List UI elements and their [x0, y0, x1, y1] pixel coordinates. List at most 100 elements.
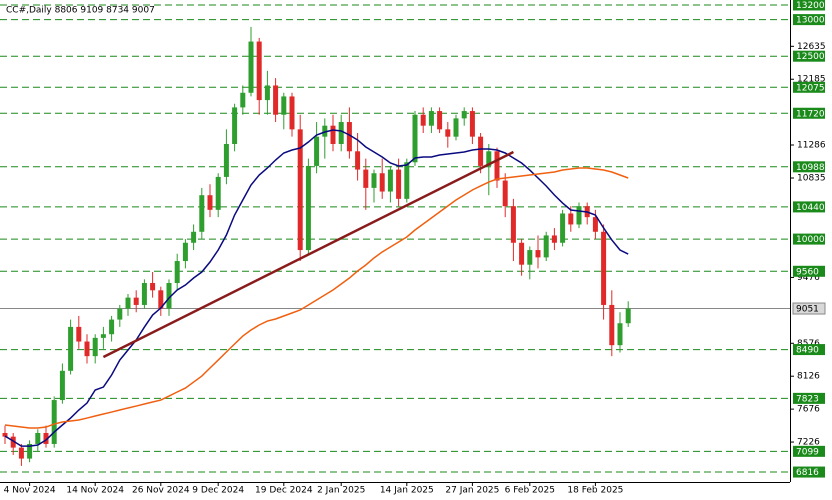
candle-body — [412, 114, 418, 163]
y-tick-label: 10835 — [797, 174, 826, 184]
candle-body — [379, 173, 385, 192]
candle-body — [502, 180, 508, 207]
candle-body — [273, 85, 279, 115]
level-box — [793, 445, 825, 457]
candle-body — [150, 282, 156, 291]
candle-body — [43, 432, 49, 444]
candle-body — [461, 111, 467, 119]
candle-body — [551, 235, 557, 243]
candle-body — [18, 447, 24, 459]
candle-body — [207, 195, 213, 210]
candle-body — [59, 370, 65, 401]
level-box — [793, 81, 825, 93]
candle-body — [346, 122, 352, 152]
level-label: 8490 — [796, 346, 819, 356]
y-tick-label: 7226 — [797, 438, 820, 448]
candle-body — [166, 282, 172, 309]
candle-body — [297, 129, 303, 251]
candle-body — [469, 111, 475, 137]
candle-body — [478, 136, 484, 166]
candle-body — [560, 213, 566, 243]
candle-body — [100, 334, 106, 338]
candle-body — [256, 41, 262, 101]
level-label: 11720 — [796, 109, 825, 119]
candle-body — [437, 111, 443, 130]
y-tick-label: 12635 — [797, 42, 826, 52]
candle-body — [84, 341, 90, 357]
candle-body — [182, 242, 188, 262]
candle-body — [592, 217, 598, 232]
candle-body — [117, 308, 123, 320]
candle-body — [617, 323, 623, 346]
candle-body — [363, 169, 369, 188]
level-label: 6816 — [796, 468, 819, 478]
candle-body — [330, 125, 336, 144]
candle-body — [141, 282, 147, 305]
candle-body — [314, 136, 320, 166]
y-tick-label: 12185 — [797, 75, 826, 85]
candle-body — [601, 231, 607, 305]
candle-body — [510, 206, 516, 243]
x-tick-label: 26 Nov 2024 — [132, 486, 190, 496]
x-tick-label: 14 Jan 2025 — [380, 486, 434, 496]
candle-body — [428, 111, 434, 126]
level-label: 10000 — [796, 235, 825, 245]
x-tick-label: 19 Dec 2024 — [255, 486, 313, 496]
candle-body — [535, 250, 541, 258]
x-tick-label: 4 Nov 2024 — [4, 486, 56, 496]
candle-body — [281, 96, 287, 115]
candle-body — [609, 304, 615, 346]
level-box — [793, 233, 825, 245]
current-price-box — [792, 302, 826, 315]
candle-body — [264, 85, 270, 101]
candle-body — [92, 337, 98, 357]
candle-body — [625, 308, 631, 324]
x-tick-label: 27 Jan 2025 — [445, 486, 499, 496]
level-label: 12075 — [796, 83, 825, 93]
level-label: 7099 — [796, 447, 819, 457]
level-box — [793, 466, 825, 478]
level-label: 10440 — [796, 203, 825, 213]
moving-average-line — [4, 129, 629, 447]
candle-body — [223, 143, 229, 177]
candle-body — [305, 165, 311, 251]
candle-body — [494, 151, 500, 181]
level-box — [793, 107, 825, 119]
level-box — [793, 14, 825, 26]
candle-body — [486, 151, 492, 166]
level-label: 12500 — [796, 52, 825, 62]
trendline — [102, 150, 514, 359]
candle-body — [109, 319, 115, 335]
x-tick-label: 18 Feb 2025 — [567, 486, 623, 496]
candle-body — [2, 432, 8, 437]
y-tick-label: 8576 — [797, 339, 820, 349]
candle-body — [191, 231, 197, 243]
candle-body — [232, 107, 238, 144]
candle-body — [68, 326, 74, 371]
x-tick-label: 9 Dec 2024 — [192, 486, 244, 496]
candle-body — [453, 118, 459, 137]
candle-body — [51, 400, 57, 444]
level-box — [793, 161, 825, 173]
candle-body — [543, 235, 549, 258]
level-label: 7823 — [796, 394, 819, 404]
candle-body — [404, 162, 410, 199]
y-tick-label: 11286 — [797, 141, 826, 151]
candle-body — [27, 443, 33, 459]
candle-body — [289, 96, 295, 130]
level-label: 13000 — [796, 16, 825, 26]
candle-body — [396, 169, 402, 199]
candle-body — [568, 213, 574, 225]
current-price-label: 9051 — [796, 305, 819, 315]
x-tick-label: 2 Jan 2025 — [317, 486, 365, 496]
candle-body — [133, 297, 139, 305]
x-tick-label: 14 Nov 2024 — [66, 486, 124, 496]
level-box — [793, 50, 825, 62]
candle-body — [519, 242, 525, 265]
candle-body — [387, 169, 393, 192]
candle-body — [576, 206, 582, 225]
x-tick-label: 6 Feb 2025 — [505, 486, 555, 496]
candle-body — [125, 297, 131, 309]
level-box — [793, 201, 825, 213]
